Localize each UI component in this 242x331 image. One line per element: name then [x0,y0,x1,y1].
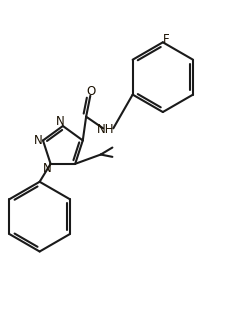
Text: N: N [33,134,42,147]
Text: NH: NH [97,123,115,136]
Text: F: F [163,33,170,46]
Text: O: O [86,85,95,98]
Text: N: N [43,162,52,175]
Text: N: N [56,115,65,128]
